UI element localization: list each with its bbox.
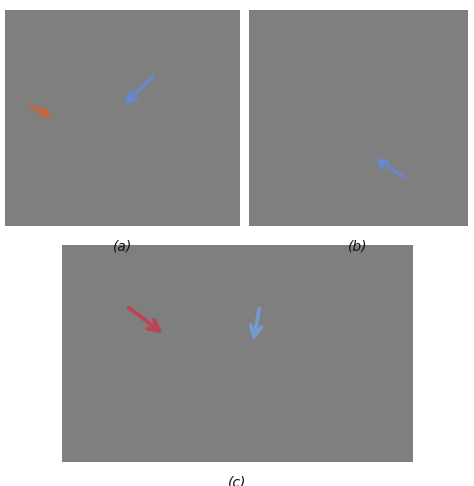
Text: (b): (b) [348, 239, 368, 253]
Text: (c): (c) [228, 475, 246, 486]
Text: (a): (a) [113, 239, 132, 253]
